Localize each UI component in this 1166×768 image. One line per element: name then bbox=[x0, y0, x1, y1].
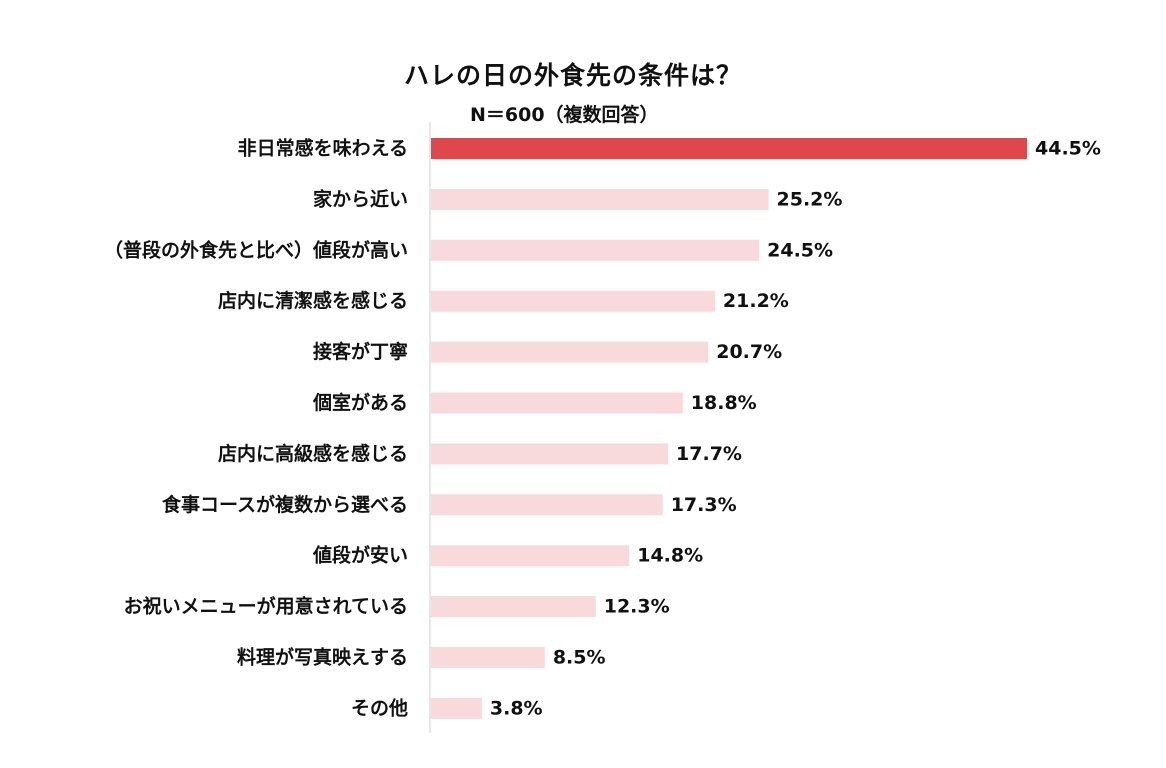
category-label: お祝いメニューが用意されている bbox=[124, 595, 408, 618]
chart-subtitle: N＝600（複数回答） bbox=[470, 104, 659, 126]
value-label: 21.2% bbox=[723, 290, 789, 312]
category-label: その他 bbox=[351, 696, 408, 719]
bar bbox=[431, 647, 545, 668]
value-label: 14.8% bbox=[637, 545, 703, 567]
bar bbox=[431, 341, 709, 363]
value-label: 17.7% bbox=[676, 443, 742, 465]
value-label: 3.8% bbox=[490, 697, 543, 719]
bar bbox=[431, 443, 669, 465]
value-label: 20.7% bbox=[716, 341, 782, 363]
bar bbox=[431, 596, 596, 618]
bar bbox=[431, 188, 769, 210]
value-label: 24.5% bbox=[767, 239, 833, 261]
value-label: 8.5% bbox=[553, 647, 606, 669]
category-label: 食事コースが複数から選べる bbox=[162, 493, 408, 516]
chart-title: ハレの日の外食先の条件は？ bbox=[403, 61, 742, 90]
bar bbox=[431, 138, 1027, 159]
bar bbox=[431, 392, 683, 414]
value-label: 17.3% bbox=[671, 494, 737, 516]
category-label: （普段の外食先と比べ）値段が高い bbox=[104, 238, 408, 261]
bar bbox=[431, 290, 715, 312]
bar bbox=[431, 239, 760, 261]
bar bbox=[431, 494, 663, 516]
category-label: 店内に清潔感を感じる bbox=[218, 289, 408, 312]
category-label: 非日常感を味わえる bbox=[238, 137, 408, 160]
category-label: 値段が安い bbox=[312, 544, 408, 567]
category-label: 接客が丁寧 bbox=[313, 340, 408, 363]
value-label: 25.2% bbox=[777, 188, 843, 210]
value-label: 12.3% bbox=[604, 596, 670, 618]
value-label: 18.8% bbox=[691, 392, 757, 414]
category-label: 料理が写真映えする bbox=[237, 646, 408, 669]
category-label: 店内に高級感を感じる bbox=[218, 442, 408, 465]
bar bbox=[431, 545, 630, 567]
category-label: 家から近い bbox=[313, 187, 408, 210]
value-label: 44.5% bbox=[1035, 138, 1101, 160]
category-label: 個室がある bbox=[312, 391, 408, 414]
bar bbox=[431, 697, 482, 719]
